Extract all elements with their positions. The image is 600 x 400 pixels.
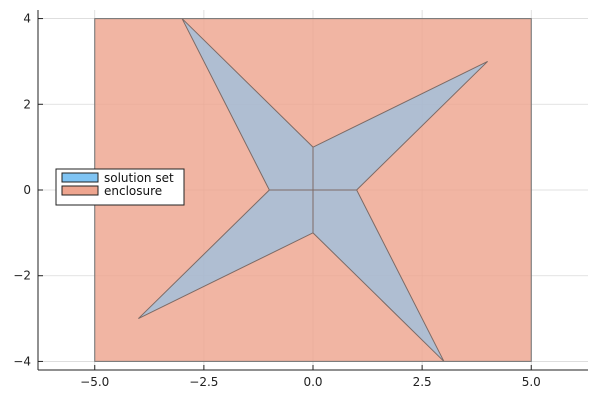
y-tick-label: −4 (13, 354, 31, 368)
x-tick-label: 2.5 (413, 375, 432, 389)
y-tick-label: −2 (13, 269, 31, 283)
x-tick-label: 5.0 (522, 375, 541, 389)
x-tick-label: −5.0 (80, 375, 109, 389)
y-tick-label: 2 (23, 97, 31, 111)
shape-layer (94, 18, 532, 362)
legend-enclosure-swatch (61, 185, 99, 196)
y-tick-label: 4 (23, 12, 31, 26)
legend-enclosure-label: enclosure (104, 184, 162, 198)
legend-solution-set-swatch (61, 172, 99, 183)
x-tick-label: 0.0 (303, 375, 322, 389)
y-tick-label: 0 (23, 183, 31, 197)
x-tick-label: −2.5 (189, 375, 218, 389)
legend-solution-set-label: solution set (104, 171, 174, 185)
axis-layer: −5.0 −2.5 0.0 2.5 5.0 −4 −2 0 2 4 (13, 10, 588, 389)
